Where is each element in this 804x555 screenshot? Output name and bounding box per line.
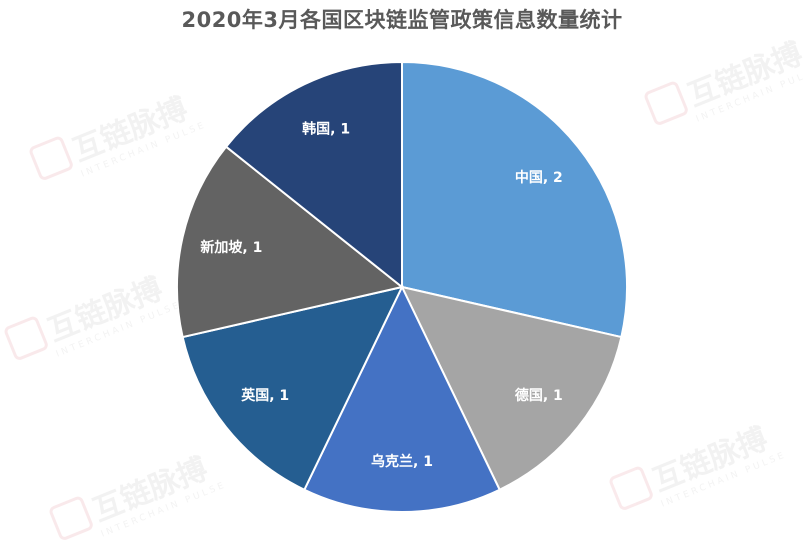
pie-chart: 中国, 2 德国, 1 乌克兰, 1 英国, 1 新加坡, 1 韩国, 1 [176,60,628,513]
pie-slice-3 [181,285,404,492]
pie-slice-5 [224,60,403,290]
slice-label-1: 德国, 1 [515,387,563,404]
pie-slice-2 [303,284,501,513]
slice-label-2: 乌克兰, 1 [371,453,433,470]
chart-title: 2020年3月各国区块链监管政策信息数量统计 [181,8,623,32]
slice-label-4: 新加坡, 1 [200,239,262,256]
pie-slice-1 [400,285,623,492]
slice-label-5: 韩国, 1 [302,120,350,137]
slice-label-3: 英国, 1 [240,387,289,404]
slice-label-0: 中国, 2 [515,169,563,186]
pie-slice-0 [401,60,628,339]
pie-slice-4 [176,145,405,339]
